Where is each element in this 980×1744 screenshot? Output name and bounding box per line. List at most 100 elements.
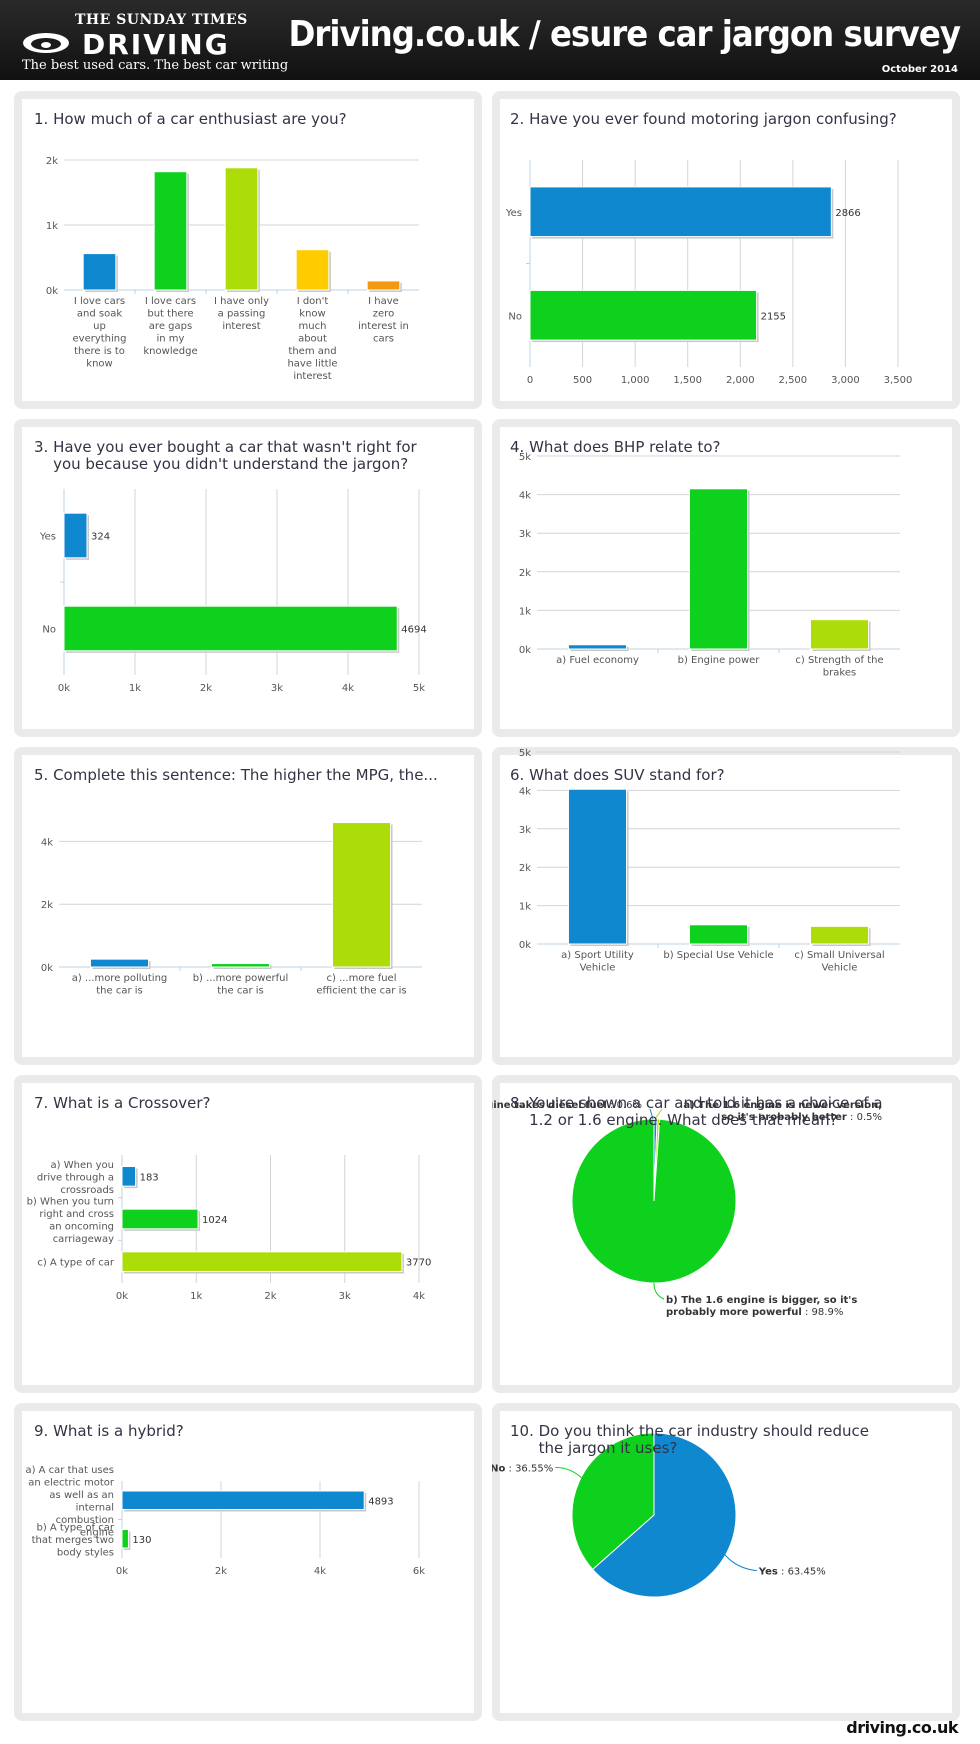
x-tick-label: c) Small Universal Vehicle <box>794 950 884 974</box>
x-tick-label: 4k <box>342 683 354 694</box>
chart-panel-body <box>500 99 952 401</box>
bar-1 <box>82 253 117 291</box>
y-tick-label: No <box>42 625 56 636</box>
page-header: THE SUNDAY TIMES DRIVING The best used c… <box>0 0 980 80</box>
x-tick-label: c) ...more fuel efficient the car is <box>316 973 406 997</box>
x-tick-label: 2,500 <box>779 375 808 386</box>
y-tick-label: 3k <box>519 529 531 540</box>
x-tick-label: b) ...more powerful the car is <box>193 973 289 997</box>
chart-q4: 0k 1k 2k 3k 4k 5k a) Fuel economy b) Engine pow… <box>519 452 900 679</box>
y-tick-label: 4k <box>519 786 531 797</box>
data-label: 4893 <box>368 1496 393 1507</box>
y-tick-label: 5k <box>519 452 531 463</box>
chart-q1: 0k 1k 2k I love cars and soak up everything the… <box>46 156 419 382</box>
bar-1 <box>89 958 150 968</box>
x-tick-label: b) Special Use Vehicle <box>663 950 773 961</box>
plot-area: 0k 1k 2k I love cars and soak up everything the… <box>46 156 419 382</box>
brand-tagline: The best used cars. The best car writing <box>22 58 289 73</box>
x-tick-label: 2k <box>200 683 212 694</box>
pie-slice-2 <box>571 1432 655 1571</box>
plot-area: 0k 1k 2k 3k 4k a) When you drive through a cros… <box>27 1155 431 1302</box>
data-label: 2155 <box>761 311 786 322</box>
x-tick-label: 2,000 <box>726 375 755 386</box>
bar-2 <box>688 488 749 650</box>
y-tick-label: 4k <box>519 491 531 502</box>
x-tick-label: 3k <box>271 683 283 694</box>
plot-area: 0k 2k 4k 6k a) A car that uses an electric mo… <box>25 1465 425 1577</box>
x-tick-label: 3,000 <box>831 375 860 386</box>
x-tick-label: 0k <box>116 1291 128 1302</box>
question-title-q8: 8. You're shown a car and told it has a … <box>510 1094 883 1129</box>
chart-panel-q9: 0k 2k 4k 6k a) A car that uses an electric mo… <box>14 1403 482 1721</box>
chart-panel-body <box>22 1083 474 1385</box>
bar-2 <box>63 605 398 652</box>
y-tick-label: 1k <box>519 902 531 913</box>
bar-4 <box>295 249 330 291</box>
bar-3 <box>809 619 870 650</box>
chart-panel-body <box>22 755 474 1057</box>
x-tick-label: 1,000 <box>621 375 650 386</box>
chart-q2: 0 500 1,000 1,500 2,000 2,500 3,000 3,500 Yes 286… <box>505 160 913 386</box>
y-tick-label: 1k <box>46 221 58 232</box>
plot-area: 0k 1k 2k 3k 4k 5k a) Sport Utility Vehicle b) Sp… <box>519 748 900 974</box>
question-title-q10: 10. Do you think the car industry should… <box>510 1422 869 1457</box>
bar-1 <box>63 512 88 559</box>
survey-title: Driving.co.uk / esure car jargon survey <box>288 14 961 55</box>
y-tick-label: 0k <box>519 645 531 656</box>
pie-label-connector <box>649 1108 654 1120</box>
survey-date: October 2014 <box>881 64 958 75</box>
bar-1 <box>529 186 832 238</box>
y-tick-label: 0k <box>519 940 531 951</box>
question-title-q1: 1. How much of a car enthusiast are you? <box>34 110 347 128</box>
y-tick-label: 3k <box>519 825 531 836</box>
chart-panel-body <box>22 427 474 729</box>
bar-3 <box>121 1251 403 1272</box>
question-title-q6: 6. What does SUV stand for? <box>510 766 725 784</box>
chart-panel-q2: 0 500 1,000 1,500 2,000 2,500 3,000 3,500 Yes 286… <box>492 91 960 409</box>
chart-panel-q3: 0k 1k 2k 3k 4k 5k Yes 324 No 4694 3. Have you eve… <box>14 419 482 737</box>
x-tick-label: 0 <box>527 375 533 386</box>
pie <box>571 1118 737 1284</box>
x-tick-label: I have only a passing interest <box>214 296 269 332</box>
plot-area: 0k 2k 4k a) ...more polluting the car is b) .… <box>41 822 422 997</box>
steering-wheel-logo-icon <box>23 33 69 53</box>
pie <box>571 1432 737 1598</box>
bar-2 <box>153 171 188 291</box>
chart-q9: 0k 2k 4k 6k a) A car that uses an electric mo… <box>25 1465 425 1577</box>
y-tick-label: 2k <box>519 568 531 579</box>
brand-name: DRIVING <box>82 28 230 61</box>
x-tick-label: 3,500 <box>884 375 913 386</box>
x-tick-label: 1k <box>129 683 141 694</box>
footer-site: driving.co.uk <box>846 1718 958 1737</box>
data-label: 130 <box>132 1535 151 1546</box>
bar-5 <box>366 280 401 291</box>
y-tick-label: 2k <box>41 900 53 911</box>
data-label: 3770 <box>406 1258 431 1269</box>
question-title-q2: 2. Have you ever found motoring jargon c… <box>510 110 897 128</box>
chart-panel-q5: 0k 2k 4k a) ...more polluting the car is b) .… <box>14 747 482 1065</box>
pie-label-connector <box>653 1282 665 1300</box>
chart-q10: Yes : 63.45% No : 36.55% <box>492 1432 826 1598</box>
x-tick-label: I love cars and soak up everything there is … <box>73 296 127 370</box>
y-tick-label: b) A type of car that merges two body styl… <box>32 1522 115 1558</box>
data-label: 183 <box>140 1172 159 1183</box>
pie-label-yes: Yes : 63.45% <box>758 1567 826 1578</box>
chart-panel-q1: 0k 1k 2k I love cars and soak up everything the… <box>14 91 482 409</box>
y-tick-label: b) When you turn right and cross an oncomi… <box>27 1196 114 1245</box>
x-tick-label: 1k <box>190 1291 202 1302</box>
pie-label-3: b) The 1.6 engine is bigger, so it's prob… <box>666 1295 857 1318</box>
y-tick-label: 5k <box>519 748 531 759</box>
chart-q8: The 1.6 engine takes diesel fuel : 0.6% a… <box>492 1100 882 1318</box>
x-tick-label: I don't know much about them and have little i… <box>287 296 337 382</box>
x-tick-label: 0k <box>116 1566 128 1577</box>
bar-3 <box>224 167 259 291</box>
y-tick-label: c) A type of car <box>37 1258 115 1269</box>
chart-q3: 0k 1k 2k 3k 4k 5k Yes 324 No 4694 <box>39 489 427 694</box>
x-tick-label: 5k <box>413 683 425 694</box>
bar-2 <box>121 1529 129 1549</box>
plot-area: 0k 1k 2k 3k 4k 5k Yes 324 No 4694 <box>39 489 427 694</box>
pie-label-2: a) The 1.6 engine is newer version, so it… <box>683 1100 882 1123</box>
x-tick-label: I love cars but there are gaps in my knowled… <box>143 296 197 357</box>
x-tick-label: c) Strength of the brakes <box>795 655 883 679</box>
x-tick-label: 2k <box>215 1566 227 1577</box>
